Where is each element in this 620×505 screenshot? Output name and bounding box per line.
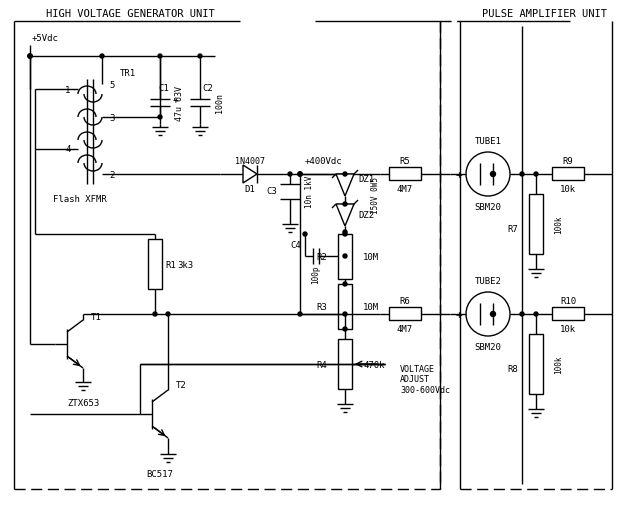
- Circle shape: [343, 313, 347, 316]
- Circle shape: [28, 55, 32, 59]
- Circle shape: [534, 313, 538, 316]
- Circle shape: [158, 116, 162, 120]
- Circle shape: [298, 173, 302, 177]
- Text: 4: 4: [65, 145, 71, 154]
- Text: Flash XFMR: Flash XFMR: [53, 195, 107, 204]
- Circle shape: [520, 173, 524, 177]
- Bar: [552, 308, 584, 320]
- Text: TR1: TR1: [120, 68, 136, 77]
- Text: R4: R4: [316, 360, 327, 369]
- Bar: [529, 334, 543, 394]
- Polygon shape: [336, 205, 354, 227]
- Circle shape: [28, 55, 32, 59]
- Text: R5: R5: [400, 156, 410, 165]
- Text: +5Vdc: +5Vdc: [32, 33, 59, 42]
- Text: C2: C2: [202, 83, 213, 92]
- Text: ZTX653: ZTX653: [67, 398, 99, 407]
- Text: R9: R9: [562, 156, 574, 165]
- Text: 47u 63V: 47u 63V: [175, 85, 184, 120]
- Circle shape: [343, 255, 347, 259]
- Text: C1: C1: [158, 83, 169, 92]
- Bar: [338, 234, 352, 279]
- Text: 100k: 100k: [554, 355, 563, 374]
- Circle shape: [298, 173, 302, 177]
- Text: 2: 2: [109, 170, 115, 179]
- Polygon shape: [336, 175, 354, 196]
- Text: DZ2: DZ2: [358, 211, 374, 220]
- Circle shape: [298, 313, 302, 316]
- Text: 100p: 100p: [311, 265, 321, 284]
- Text: 150V 0W5: 150V 0W5: [371, 176, 380, 213]
- Text: +: +: [455, 310, 462, 319]
- Text: C4: C4: [290, 240, 301, 249]
- Circle shape: [303, 232, 307, 236]
- Circle shape: [490, 312, 495, 317]
- Text: D1: D1: [245, 184, 255, 193]
- Text: TUBE1: TUBE1: [474, 136, 502, 145]
- Circle shape: [198, 55, 202, 59]
- Circle shape: [343, 282, 347, 286]
- Text: 5: 5: [109, 80, 115, 89]
- Bar: [338, 339, 352, 389]
- Text: 100n: 100n: [215, 93, 224, 113]
- Text: R2: R2: [316, 252, 327, 261]
- Circle shape: [490, 172, 495, 177]
- Text: R10: R10: [560, 296, 576, 305]
- Circle shape: [534, 173, 538, 177]
- Circle shape: [158, 55, 162, 59]
- Text: 1: 1: [65, 85, 71, 94]
- Text: TUBE2: TUBE2: [474, 276, 502, 285]
- Circle shape: [343, 173, 347, 177]
- Text: SBM20: SBM20: [474, 203, 502, 212]
- Circle shape: [288, 173, 292, 177]
- Circle shape: [343, 203, 347, 207]
- Bar: [338, 284, 352, 329]
- Text: VOLTAGE
ADJUST
300-600Vdc: VOLTAGE ADJUST 300-600Vdc: [400, 365, 450, 394]
- Bar: [529, 194, 543, 255]
- Circle shape: [343, 232, 347, 236]
- Text: R8: R8: [507, 365, 518, 374]
- Text: +400Vdc: +400Vdc: [305, 157, 343, 166]
- Text: +: +: [455, 170, 462, 180]
- Bar: [389, 308, 421, 320]
- Circle shape: [28, 55, 32, 59]
- Text: T2: T2: [176, 380, 187, 389]
- Bar: [389, 168, 421, 181]
- Circle shape: [166, 313, 170, 316]
- Text: PULSE AMPLIFIER UNIT: PULSE AMPLIFIER UNIT: [482, 9, 608, 19]
- Circle shape: [343, 327, 347, 331]
- Text: 10M: 10M: [363, 302, 379, 311]
- Text: 4M7: 4M7: [397, 184, 413, 193]
- Text: R7: R7: [507, 225, 518, 234]
- Text: DZ1: DZ1: [358, 175, 374, 184]
- Text: 4M7: 4M7: [397, 324, 413, 333]
- Text: 3k3: 3k3: [177, 260, 193, 269]
- Text: 470k: 470k: [363, 360, 384, 369]
- Text: HIGH VOLTAGE GENERATOR UNIT: HIGH VOLTAGE GENERATOR UNIT: [46, 9, 215, 19]
- Text: 10k: 10k: [560, 324, 576, 333]
- Bar: [552, 168, 584, 181]
- Circle shape: [153, 313, 157, 316]
- Text: BC517: BC517: [146, 470, 174, 479]
- Text: T1: T1: [91, 312, 102, 321]
- Text: R1: R1: [165, 260, 175, 269]
- Circle shape: [520, 313, 524, 316]
- Text: 1N4007: 1N4007: [235, 157, 265, 166]
- Polygon shape: [243, 166, 257, 184]
- Text: R3: R3: [316, 302, 327, 311]
- Text: 10n 1kV: 10n 1kV: [305, 175, 314, 208]
- Text: 10M: 10M: [363, 252, 379, 261]
- Circle shape: [100, 55, 104, 59]
- Text: 3: 3: [109, 113, 115, 122]
- Bar: [148, 239, 162, 289]
- Text: R6: R6: [400, 296, 410, 305]
- Text: 100k: 100k: [554, 215, 563, 234]
- Text: C3: C3: [266, 187, 277, 196]
- Text: +: +: [173, 95, 179, 105]
- Text: SBM20: SBM20: [474, 343, 502, 352]
- Circle shape: [298, 173, 302, 177]
- Circle shape: [343, 231, 347, 234]
- Text: 10k: 10k: [560, 184, 576, 193]
